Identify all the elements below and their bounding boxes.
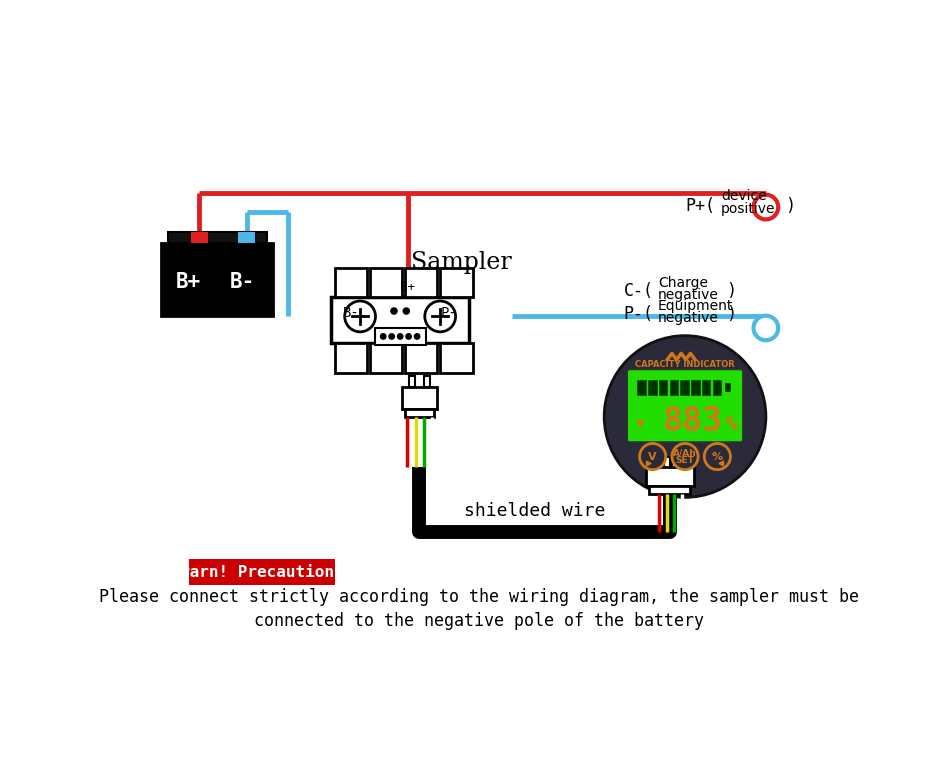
Text: negative: negative	[658, 311, 719, 325]
Circle shape	[425, 301, 456, 332]
Text: V: V	[648, 452, 657, 462]
Text: P-(: P-(	[623, 305, 654, 323]
Bar	[648, 379, 657, 395]
Bar	[440, 268, 473, 297]
Bar	[702, 379, 711, 395]
Circle shape	[403, 308, 409, 314]
Text: Charge: Charge	[658, 276, 708, 290]
Text: Equipment: Equipment	[658, 300, 733, 314]
Bar	[238, 232, 255, 243]
Bar	[687, 457, 693, 468]
Circle shape	[415, 334, 419, 339]
Text: P+(: P+(	[685, 196, 715, 214]
Bar	[404, 343, 437, 372]
Bar	[713, 379, 721, 395]
Bar	[402, 387, 437, 409]
Bar	[167, 232, 267, 243]
Bar	[649, 486, 690, 494]
Polygon shape	[646, 461, 651, 466]
Text: positive: positive	[721, 202, 776, 216]
Bar	[725, 383, 729, 391]
Circle shape	[345, 301, 375, 332]
Text: A/Ah: A/Ah	[673, 449, 697, 457]
FancyBboxPatch shape	[190, 559, 334, 585]
Circle shape	[380, 334, 386, 339]
Text: Sampler: Sampler	[411, 251, 512, 274]
FancyBboxPatch shape	[628, 369, 743, 442]
Bar	[657, 457, 662, 468]
Text: CAPACITY INDICATOR: CAPACITY INDICATOR	[635, 359, 735, 369]
Text: warn! Precautions: warn! Precautions	[179, 565, 344, 580]
Text: C-(: C-(	[623, 282, 654, 300]
Text: device: device	[721, 189, 767, 203]
Bar	[672, 457, 677, 468]
Circle shape	[406, 334, 411, 339]
Bar	[370, 343, 403, 372]
Circle shape	[640, 443, 666, 469]
Bar	[664, 457, 670, 468]
Text: connected to the negative pole of the battery: connected to the negative pole of the ba…	[254, 611, 703, 629]
Text: SET: SET	[675, 456, 695, 465]
Text: shielded wire: shielded wire	[464, 502, 605, 520]
Bar	[424, 376, 431, 387]
Polygon shape	[719, 461, 724, 466]
Circle shape	[398, 334, 403, 339]
Circle shape	[672, 443, 698, 469]
Bar	[404, 268, 437, 297]
Bar	[649, 457, 654, 468]
Bar	[680, 379, 689, 395]
Text: 883: 883	[662, 405, 723, 438]
Bar	[645, 466, 694, 486]
Bar	[408, 376, 415, 387]
Text: ): )	[785, 196, 795, 214]
Circle shape	[389, 334, 394, 339]
Circle shape	[391, 308, 397, 314]
Text: ): )	[726, 282, 736, 300]
Bar	[334, 268, 367, 297]
Bar	[375, 328, 426, 345]
Bar	[680, 457, 685, 468]
Circle shape	[604, 336, 766, 497]
Text: B-: B-	[343, 306, 360, 320]
Text: B-: B-	[230, 272, 255, 292]
Circle shape	[754, 195, 778, 220]
Text: B+: B+	[401, 282, 416, 294]
Bar	[637, 379, 645, 395]
Bar	[334, 343, 367, 372]
Bar	[370, 268, 403, 297]
Bar	[670, 379, 678, 395]
Bar	[404, 409, 434, 417]
Bar	[162, 243, 273, 317]
Text: B+: B+	[176, 272, 201, 292]
Bar	[331, 297, 470, 343]
Polygon shape	[637, 421, 644, 428]
Text: negative: negative	[658, 288, 719, 302]
Bar	[691, 379, 700, 395]
Circle shape	[704, 443, 730, 469]
Bar	[658, 379, 667, 395]
Text: %: %	[712, 452, 723, 462]
Text: ): )	[726, 305, 736, 323]
Circle shape	[754, 316, 778, 341]
Bar	[191, 232, 207, 243]
Bar	[440, 343, 473, 372]
Text: %: %	[726, 414, 737, 434]
Text: Please connect strictly according to the wiring diagram, the sampler must be: Please connect strictly according to the…	[99, 588, 858, 607]
Text: P-: P-	[441, 306, 458, 320]
